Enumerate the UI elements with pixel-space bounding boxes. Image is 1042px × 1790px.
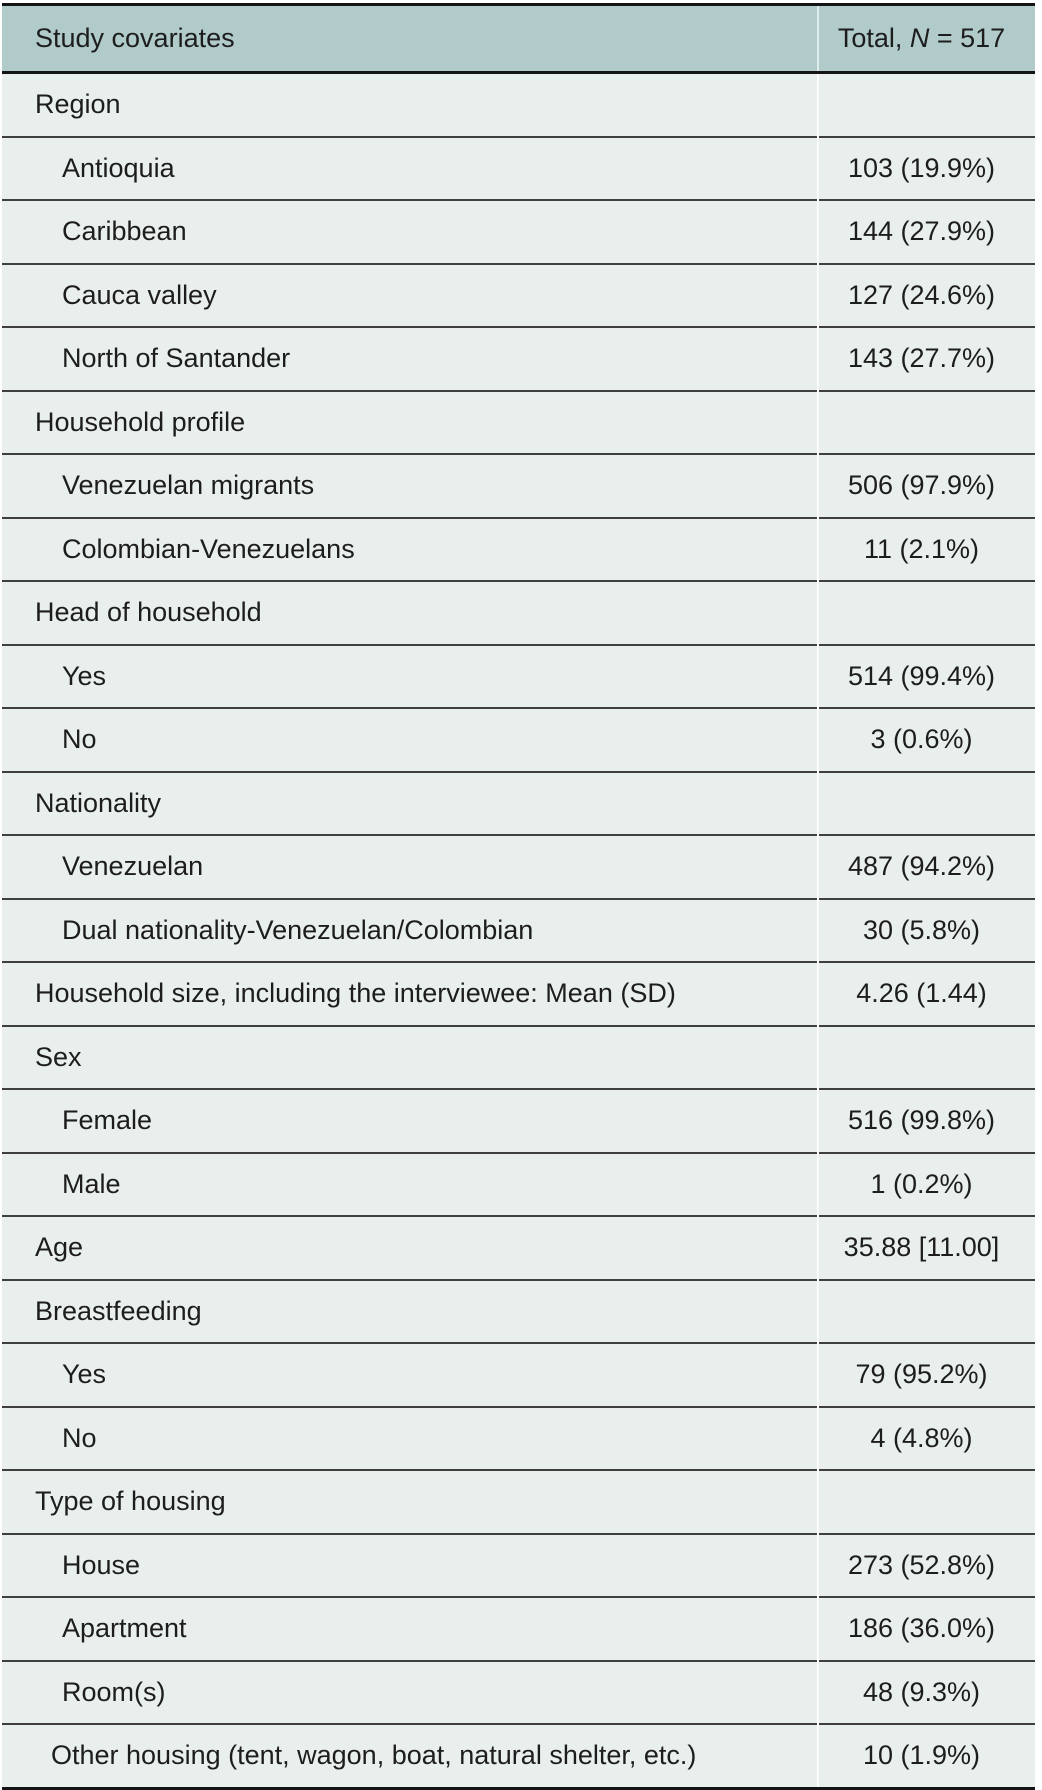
row-label: No (62, 724, 97, 755)
row-label: Antioquia (62, 152, 175, 183)
table-row: Household size, including the interviewe… (2, 962, 1035, 1026)
row-value: 487 (94.2%) (817, 835, 1035, 899)
table-row: Caribbean 144 (27.9%) (2, 200, 1035, 264)
row-label: Venezuelan migrants (62, 470, 315, 501)
header-total-prefix: Total, (837, 23, 910, 53)
row-value (817, 390, 1035, 454)
row-label: Type of housing (35, 1486, 226, 1517)
table-body: Region Antioquia 103 (19.9%) Caribbean 1… (2, 72, 1035, 1788)
row-value: 10 (1.9%) (817, 1724, 1035, 1788)
table-row: Colombian-Venezuelans 11 (2.1%) (2, 517, 1035, 581)
row-label: No (62, 1422, 97, 1453)
table-row: Yes 79 (95.2%) (2, 1343, 1035, 1407)
row-label: Other housing (tent, wagon, boat, natura… (51, 1740, 697, 1771)
table-row: Other housing (tent, wagon, boat, natura… (2, 1724, 1035, 1788)
row-label: Room(s) (62, 1676, 166, 1707)
row-label: Cauca valley (62, 279, 217, 310)
table-row: Breastfeeding (2, 1279, 1035, 1343)
table-row: Nationality (2, 771, 1035, 835)
table-row: Cauca valley 127 (24.6%) (2, 263, 1035, 327)
row-label: House (62, 1549, 141, 1580)
table-row: Venezuelan migrants 506 (97.9%) (2, 454, 1035, 518)
table-row: Male 1 (0.2%) (2, 1152, 1035, 1216)
row-value (817, 72, 1035, 137)
row-label: Female (62, 1105, 153, 1136)
row-label: Male (62, 1168, 121, 1199)
table-row: Yes 514 (99.4%) (2, 644, 1035, 708)
row-value (817, 771, 1035, 835)
row-value: 35.88 [11.00] (817, 1216, 1035, 1280)
row-value: 103 (19.9%) (817, 136, 1035, 200)
row-label: Caribbean (62, 216, 187, 247)
row-label: North of Santander (62, 343, 291, 374)
row-label: Apartment (62, 1613, 187, 1644)
table-row: Venezuelan 487 (94.2%) (2, 835, 1035, 899)
row-value: 3 (0.6%) (817, 708, 1035, 772)
table-row: No 4 (4.8%) (2, 1406, 1035, 1470)
study-covariates-table: Study covariates Total, N = 517 Region A… (2, 3, 1035, 1790)
table-row: North of Santander 143 (27.7%) (2, 327, 1035, 391)
table-row: Region (2, 72, 1035, 137)
row-value: 186 (36.0%) (817, 1597, 1035, 1661)
row-value (817, 581, 1035, 645)
table-row: Apartment 186 (36.0%) (2, 1597, 1035, 1661)
header-total-n: Total, N = 517 (817, 4, 1035, 73)
row-value (817, 1279, 1035, 1343)
header-total-suffix: = 517 (929, 23, 1006, 53)
row-label: Household size, including the interviewe… (35, 978, 676, 1009)
table-row: No 3 (0.6%) (2, 708, 1035, 772)
row-label: Sex (35, 1041, 82, 1072)
table-row: Antioquia 103 (19.9%) (2, 136, 1035, 200)
table-row: Age 35.88 [11.00] (2, 1216, 1035, 1280)
row-value: 4.26 (1.44) (817, 962, 1035, 1026)
table-header-row: Study covariates Total, N = 517 (2, 4, 1035, 73)
row-value (817, 1025, 1035, 1089)
row-value: 1 (0.2%) (817, 1152, 1035, 1216)
table-row: Sex (2, 1025, 1035, 1089)
row-value: 11 (2.1%) (817, 517, 1035, 581)
row-label: Venezuelan (62, 851, 204, 882)
row-label: Dual nationality-Venezuelan/Colombian (62, 914, 534, 945)
table-row: Type of housing (2, 1470, 1035, 1534)
row-value: 144 (27.9%) (817, 200, 1035, 264)
document-page: Study covariates Total, N = 517 Region A… (2, 3, 1035, 1790)
row-value (817, 1470, 1035, 1534)
header-total-n-symbol: N (909, 23, 930, 53)
table-row: Head of household (2, 581, 1035, 645)
row-value: 127 (24.6%) (817, 263, 1035, 327)
row-value: 143 (27.7%) (817, 327, 1035, 391)
row-value: 48 (9.3%) (817, 1660, 1035, 1724)
row-label: Yes (62, 1359, 107, 1390)
row-value: 30 (5.8%) (817, 898, 1035, 962)
row-label: Region (35, 89, 121, 120)
row-value: 516 (99.8%) (817, 1089, 1035, 1153)
row-label: Nationality (35, 787, 162, 818)
row-label: Head of household (35, 597, 262, 628)
row-label: Colombian-Venezuelans (62, 533, 355, 564)
row-label: Age (35, 1232, 84, 1263)
table-row: Dual nationality-Venezuelan/Colombian 30… (2, 898, 1035, 962)
row-value: 273 (52.8%) (817, 1533, 1035, 1597)
row-label: Breastfeeding (35, 1295, 202, 1326)
table-header: Study covariates Total, N = 517 (2, 4, 1035, 73)
row-value: 79 (95.2%) (817, 1343, 1035, 1407)
row-value: 514 (99.4%) (817, 644, 1035, 708)
table-row: Female 516 (99.8%) (2, 1089, 1035, 1153)
row-value: 4 (4.8%) (817, 1406, 1035, 1470)
table-row: House 273 (52.8%) (2, 1533, 1035, 1597)
row-label: Household profile (35, 406, 246, 437)
table-row: Room(s) 48 (9.3%) (2, 1660, 1035, 1724)
row-label: Yes (62, 660, 107, 691)
header-study-covariates: Study covariates (35, 23, 235, 53)
row-value: 506 (97.9%) (817, 454, 1035, 518)
table-row: Household profile (2, 390, 1035, 454)
